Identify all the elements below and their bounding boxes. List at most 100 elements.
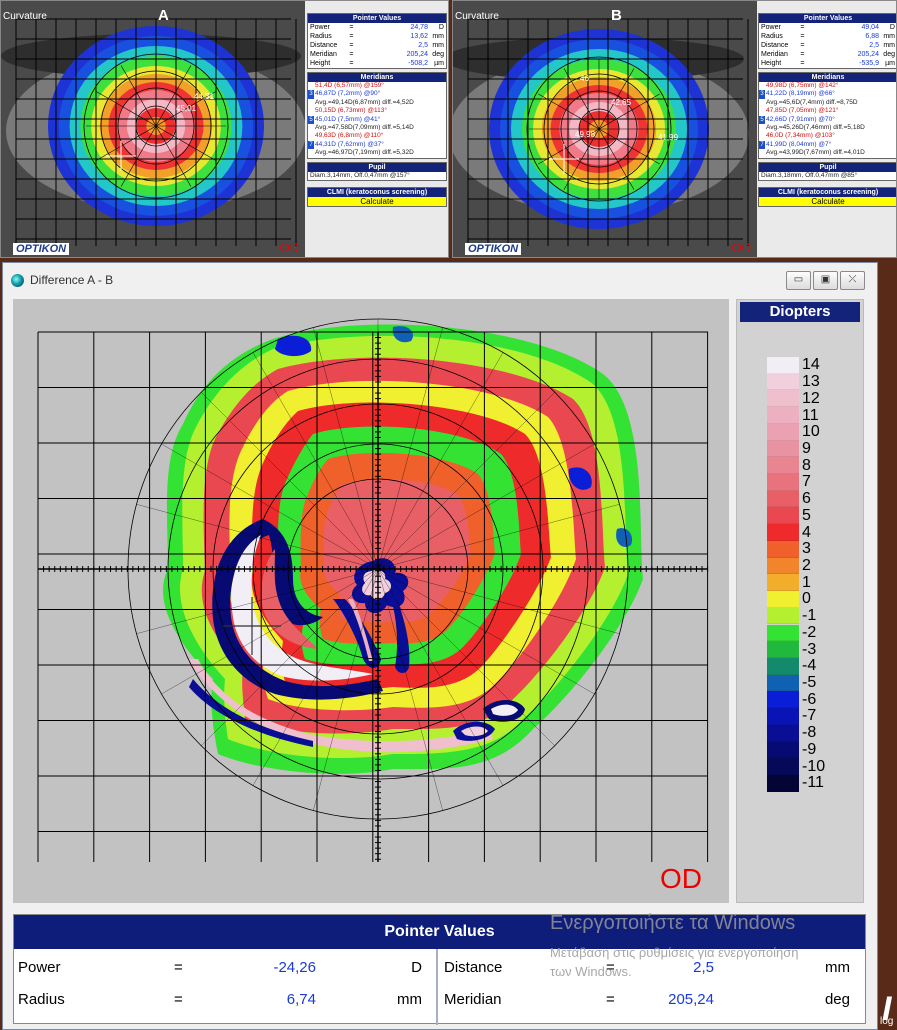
scale-row: 9 [767, 440, 811, 458]
scale-row: 1 [767, 573, 811, 592]
scale-row: 4 [767, 524, 811, 541]
curvature-map-a[interactable]: 44,31 45,01 Curvature A OPTIKON OD [1, 1, 305, 257]
scale-label: 14 [802, 356, 820, 374]
equals-sign: = [606, 959, 615, 976]
band-lightred-inner [261, 549, 318, 649]
minimize-button[interactable]: ▭ [786, 271, 811, 290]
scale-label: -3 [802, 640, 817, 658]
scale-label: -11 [802, 774, 824, 792]
pointer-row: Radius = 6,88 mm [759, 32, 896, 41]
scale-swatch [767, 641, 799, 658]
center-streak-right [391, 599, 410, 673]
app-icon [11, 273, 24, 287]
scale-label: -10 [802, 757, 826, 775]
distance-label: Distance [444, 959, 503, 976]
scale-row: 11 [767, 407, 819, 424]
meridian-line: Avg.=45,6D(7,4mm) diff.=8,75D [759, 99, 896, 107]
scale-label: 5 [802, 506, 811, 524]
pointer-row: Distance = 2,5 mm [308, 41, 446, 50]
radius-unit: mm [397, 991, 422, 1008]
lower-oval-white-2 [461, 726, 488, 737]
title-bar[interactable]: Difference A - B [3, 263, 877, 297]
scale-row: 7 [767, 474, 811, 491]
scale-row: -1 [767, 608, 816, 625]
pointer-row: Height = -508,2 µm [308, 59, 446, 68]
side-panel-b: Pointer Values Power = 49,04 D Radius = 6,88 mm… [758, 13, 896, 210]
curvature-map-b[interactable]: 42,65 41,99 46 49,98 Curvature B OPTIKON OD [453, 1, 757, 257]
scale-row: 13 [767, 374, 820, 391]
equals-sign: = [174, 959, 183, 976]
pointer-label: Meridian [310, 51, 337, 58]
pointer-unit: µm [885, 60, 895, 67]
meridian-line: 5 45,01D (7,5mm) @41° [308, 115, 446, 125]
scale-label: 11 [802, 406, 819, 424]
equals-sign: = [349, 60, 354, 67]
pointer-value: 49,04 [861, 24, 879, 31]
pointer-values-title: Pointer Values [759, 14, 896, 23]
band-white [231, 535, 373, 681]
top-blue-patch [275, 335, 312, 357]
meridian-line [538, 93, 660, 165]
close-button[interactable]: ⤫ [840, 271, 865, 290]
pointer-label: Distance [761, 42, 789, 49]
right-blue-patch [616, 528, 633, 548]
scale-label: -1 [802, 607, 817, 625]
window-title: Difference A - B [30, 273, 114, 287]
meridian-number: 5 [759, 115, 765, 125]
pointer-value: 2,5 [869, 42, 879, 49]
scale-row: 3 [767, 541, 811, 558]
map-annotation: 45,01 [176, 104, 197, 113]
calculate-button[interactable]: Calculate [759, 197, 896, 207]
scale-swatch [767, 591, 799, 608]
scale-label: 10 [802, 423, 820, 441]
scale-swatch [767, 758, 799, 775]
meridian-number: 5 [308, 115, 314, 125]
distance-value: 2,5 [693, 959, 714, 976]
scale-row: -2 [767, 624, 816, 642]
meridian-text: 45,01D (7,5mm) @41° [315, 115, 381, 123]
equals-sign: = [174, 991, 183, 1008]
meridian-unit: deg [824, 991, 850, 1008]
difference-map[interactable]: OD [13, 299, 729, 903]
radius-row: Radius = 6,74 mm [14, 985, 436, 1015]
pointer-value: 205,24 [857, 51, 879, 58]
maximize-button[interactable]: ▣ [813, 271, 838, 290]
meridian-text: 47,85D (7,05mm) @121° [766, 107, 839, 115]
scale-row: -6 [767, 690, 817, 709]
pointer-values-title: Pointer Values [308, 14, 446, 23]
pointer-unit: mm [883, 42, 895, 49]
scale-label: 0 [802, 590, 811, 608]
meridian-line: 46,0D (7,34mm) @103° [759, 132, 896, 140]
scale-row: -9 [767, 741, 816, 759]
meridian-text: 41,22D (8,19mm) @66° [766, 90, 835, 98]
pointer-unit: D [889, 24, 895, 31]
scale-label: -7 [802, 707, 817, 725]
band-lightpink-lower [188, 659, 493, 753]
scale-label: 1 [802, 573, 811, 591]
meridian-line: 51,4D (6,57mm) @159° [308, 82, 446, 90]
pointer-row: Meridian = 205,24 deg [308, 50, 446, 59]
color-scale: Diopters 14 13 12 11 10 9 8 7 6 5 4 3 2 1 0 -1 -2 -3 -4 -5-… [736, 299, 864, 903]
meridians-title: Meridians [759, 73, 896, 82]
map-annotation: 49,98 [575, 130, 596, 139]
scale-row: -7 [767, 708, 816, 725]
pointer-unit: deg [883, 51, 895, 58]
windows-activation-hint: Μετάβαση στις ρυθμίσεις για ενεργοποίηση [550, 945, 799, 960]
scale-swatch [767, 724, 799, 742]
map-annotation: 46 [580, 74, 589, 83]
scale-row: 5 [767, 506, 811, 525]
scale-label: -6 [802, 690, 817, 708]
scale-swatch [767, 741, 799, 759]
power-row: Power = -24,26 D [14, 953, 436, 983]
scale-label: 4 [802, 523, 811, 541]
scale-swatch [767, 390, 799, 408]
meridian-line: 49,63D (6,8mm) @110° [308, 132, 446, 140]
power-unit: D [411, 959, 422, 976]
meridian-line: Avg.=43,99D(7,67mm) diff.=4,01D [759, 149, 896, 157]
pointer-row: Radius = 13,62 mm [308, 32, 446, 41]
pointer-values-right: Distance = 2,5 mm Meridian = 205,24 deg [440, 949, 864, 1025]
calculate-button[interactable]: Calculate [308, 197, 446, 207]
scale-label: 12 [802, 389, 820, 407]
meridian-text: Avg.=45,26D(7,46mm) diff.=5,18D [766, 124, 865, 132]
windows-activation-watermark: Ενεργοποιήστε τα Windows [550, 912, 796, 934]
